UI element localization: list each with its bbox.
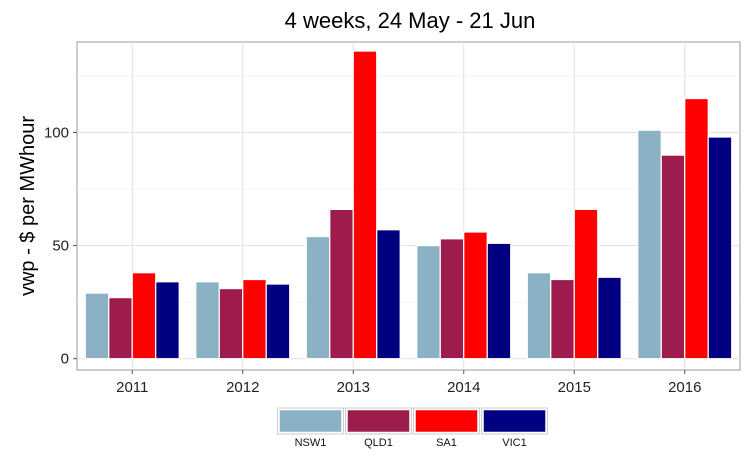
plot-panel (76, 41, 741, 371)
legend-swatch-qld1 (346, 408, 411, 434)
legend-label-sa1: SA1 (436, 437, 457, 449)
bar-vic1-2015 (597, 276, 622, 360)
bar-nsw1-2011 (84, 292, 110, 360)
chart-title: 4 weeks, 24 May - 21 Jun (285, 8, 536, 33)
legend-label-vic1: VIC1 (502, 437, 526, 449)
x-tick-label: 2016 (668, 379, 701, 396)
bar-sa1-2011 (131, 272, 157, 360)
legend-swatch-nsw1 (278, 408, 343, 434)
bar-vic1-2013 (376, 229, 401, 360)
legend-swatch-vic1 (482, 408, 547, 434)
bar-nsw1-2012 (195, 281, 220, 360)
legend-label-nsw1: NSW1 (295, 437, 327, 449)
bar-qld1-2011 (108, 297, 133, 360)
y-tick-label: 0 (61, 351, 69, 368)
legend-swatch-sa1 (414, 408, 479, 434)
bar-qld1-2015 (550, 278, 575, 360)
bar-vic1-2014 (486, 242, 512, 360)
bar-nsw1-2015 (526, 272, 552, 360)
bar-vic1-2011 (155, 281, 180, 360)
bar-qld1-2012 (218, 287, 244, 360)
bar-sa1-2015 (573, 208, 599, 360)
legend: NSW1 QLD1 SA1 VIC1 (277, 407, 548, 449)
bar-sa1-2016 (684, 97, 709, 360)
x-tick-label: 2014 (447, 379, 480, 396)
x-tick-label: 2011 (116, 379, 148, 396)
y-tick-label: 100 (44, 124, 69, 141)
bar-sa1-2013 (352, 50, 378, 360)
x-tick-label: 2012 (226, 379, 259, 396)
bar-nsw1-2016 (637, 129, 662, 360)
x-tick-label: 2015 (558, 379, 591, 396)
bar-qld1-2013 (329, 208, 354, 360)
x-tick-label: 2013 (337, 379, 370, 396)
bar-nsw1-2014 (416, 244, 441, 360)
bar-nsw1-2013 (305, 235, 331, 360)
y-tick-label: 50 (52, 238, 69, 255)
bar-sa1-2014 (463, 231, 488, 360)
bar-qld1-2016 (660, 154, 686, 360)
y-axis-label: vwp - $ per MWhour (17, 116, 39, 296)
bar-vic1-2012 (265, 283, 291, 360)
bar-sa1-2012 (242, 278, 267, 360)
plot-area: 0 50 100 2011 2012 2013 2014 2015 2016 (44, 41, 741, 396)
bar-qld1-2014 (439, 238, 465, 360)
bar-vic1-2016 (707, 136, 733, 360)
legend-label-qld1: QLD1 (364, 437, 393, 449)
